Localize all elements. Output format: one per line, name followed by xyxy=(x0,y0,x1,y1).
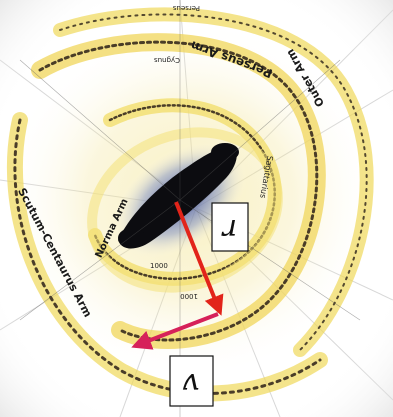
r-label-box: r xyxy=(211,202,249,252)
r-label: r xyxy=(221,212,237,247)
label-near-bar: 1000 xyxy=(150,262,168,270)
central-bar xyxy=(118,143,239,249)
v-vector xyxy=(131,312,219,350)
v-label-box: v xyxy=(169,355,214,407)
label-top-sub: Cygnus xyxy=(154,56,180,64)
r-vector xyxy=(174,201,224,316)
label-top-center: Perseus xyxy=(172,4,200,12)
vectors xyxy=(131,201,224,350)
label-bottom-center: 1000 xyxy=(180,292,198,300)
v-label: v xyxy=(182,366,199,401)
spiral-arms xyxy=(6,7,374,402)
